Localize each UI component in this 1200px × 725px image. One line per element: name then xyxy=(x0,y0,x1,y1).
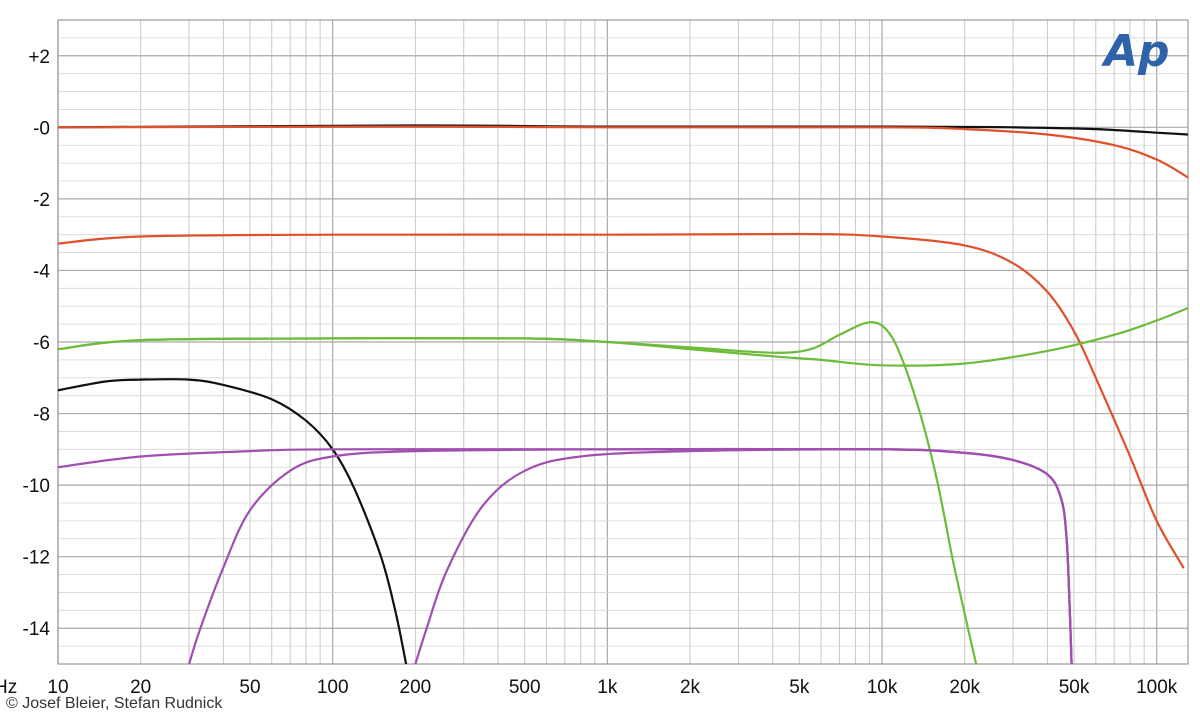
brand-logo: Ap xyxy=(1101,26,1170,77)
series-line-2 xyxy=(58,125,1188,179)
copyright-credit: © Josef Bleier, Stefan Rudnick xyxy=(6,695,223,712)
series-line-3 xyxy=(58,232,1185,569)
plot-frame xyxy=(57,19,1189,665)
x-tick-label: 20 xyxy=(130,677,151,698)
y-tick-label: -6 xyxy=(33,333,50,354)
y-tick-label: -12 xyxy=(23,548,50,569)
x-tick-label: 10 xyxy=(47,677,68,698)
x-tick-label: 10k xyxy=(867,677,898,698)
x-tick-labels: 10 20 50 100 200 500 1k 2k 5k 10k 20k 50k 100k xyxy=(47,677,1177,698)
series-line-4 xyxy=(58,306,1188,367)
x-tick-label: 100 xyxy=(317,677,349,698)
x-tick-label: 100k xyxy=(1136,677,1178,698)
y-tick-labels: +2 -0 -2 -4 -6 -8 -10 -12 -14 xyxy=(23,47,51,640)
x-axis-unit-label: Hz xyxy=(0,677,17,698)
series-line-6 xyxy=(58,378,408,664)
x-tick-label: 20k xyxy=(949,677,980,698)
series-line-5 xyxy=(58,321,978,664)
x-tick-label: 1k xyxy=(597,677,618,698)
x-tick-label: 5k xyxy=(789,677,810,698)
x-tick-label: 500 xyxy=(509,677,541,698)
x-tick-label: 50k xyxy=(1059,677,1090,698)
x-tick-label: 2k xyxy=(680,677,701,698)
y-tick-label: -0 xyxy=(33,118,50,139)
series-lines xyxy=(58,124,1188,664)
y-tick-label: +2 xyxy=(28,47,50,68)
y-tick-label: -10 xyxy=(23,476,50,497)
x-tick-label: 50 xyxy=(239,677,260,698)
y-tick-label: -2 xyxy=(33,190,50,211)
y-tick-label: -4 xyxy=(33,261,50,282)
y-tick-label: -8 xyxy=(33,405,50,426)
x-tick-label: 200 xyxy=(400,677,432,698)
series-line-9 xyxy=(414,448,1073,664)
y-tick-label: -14 xyxy=(23,619,51,640)
